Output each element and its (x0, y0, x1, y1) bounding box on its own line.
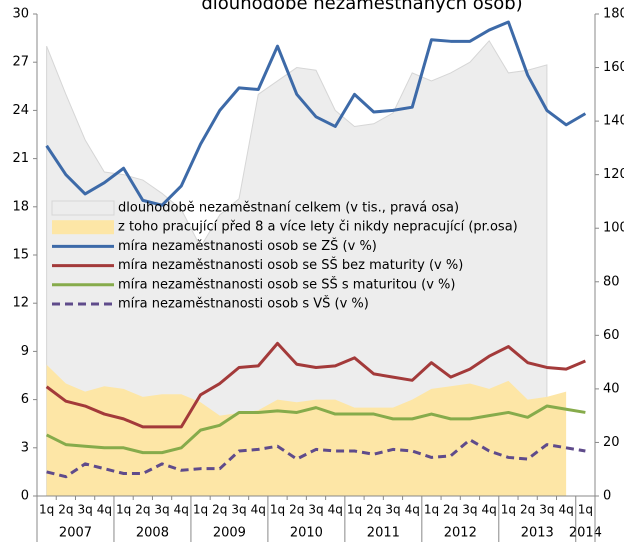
area (46, 39, 548, 497)
x-tick-label: 1q (270, 503, 285, 517)
y-tick-label: 12 (12, 296, 29, 311)
y-tick-label: 6 (21, 392, 29, 407)
x-tick-label: 4q (97, 503, 112, 517)
legend-label: dlouhodobě nezaměstnaní celkem (v tis., … (118, 201, 459, 216)
legend-label: míra nezaměstnanosti osob se SŠ s maturi… (118, 276, 455, 292)
year-label: 2013 (521, 526, 554, 541)
y2-tick-label: 20 (603, 435, 620, 450)
x-tick-label: 4q (251, 503, 266, 517)
x-tick-label: 1q (39, 503, 54, 517)
x-tick-label: 4q (559, 503, 574, 517)
y-tick-label: 21 (12, 151, 29, 166)
y2-tick-label: 160 (603, 60, 624, 75)
year-label: 2009 (213, 526, 246, 541)
x-tick-label: 4q (405, 503, 420, 517)
y-tick-label: 3 (21, 440, 29, 455)
x-tick-label: 2q (366, 503, 381, 517)
y2-tick-label: 60 (603, 328, 620, 343)
x-tick-label: 2q (443, 503, 458, 517)
x-tick-label: 3q (308, 503, 323, 517)
y-tick-label: 9 (21, 344, 29, 359)
x-tick-label: 1q (501, 503, 516, 517)
x-tick-label: 3q (154, 503, 169, 517)
x-tick-label: 2q (289, 503, 304, 517)
year-label: 2011 (367, 526, 400, 541)
y2-tick-label: 40 (603, 381, 620, 396)
x-tick-label: 4q (174, 503, 189, 517)
year-label: 2008 (136, 526, 169, 541)
legend-label: z toho pracující před 8 a více lety či n… (118, 220, 518, 235)
legend-label: míra nezaměstnanosti osob se SŠ bez matu… (118, 257, 463, 273)
y-tick-label: 30 (12, 7, 29, 22)
line (46, 438, 586, 479)
year-label: 2007 (59, 526, 92, 541)
y2-tick-label: 140 (603, 114, 624, 129)
legend-label: míra nezaměstnanosti osob se ZŠ (v %) (118, 238, 377, 254)
legend-swatch (51, 200, 115, 216)
legend-label: míra nezaměstnanosti osob s VŠ (v %) (118, 296, 369, 312)
chart-title: dlouhodobě nezaměstnaných osob) (201, 0, 522, 14)
line (45, 20, 587, 207)
x-tick-label: 3q (385, 503, 400, 517)
x-tick-label: 3q (77, 503, 92, 517)
x-tick-label: 4q (482, 503, 497, 517)
y2-tick-label: 120 (603, 167, 624, 182)
year-label: 2012 (444, 526, 477, 541)
y2-tick-label: 80 (603, 274, 620, 289)
x-tick-label: 4q (328, 503, 343, 517)
x-tick-label: 1q (193, 503, 208, 517)
y2-tick-label: 0 (603, 489, 611, 504)
x-tick-label: 2q (58, 503, 73, 517)
legend-swatch (52, 220, 114, 235)
x-tick-label: 1q (347, 503, 362, 517)
y2-tick-label: 100 (603, 221, 624, 236)
y-tick-label: 0 (21, 489, 29, 504)
x-tick-label: 3q (462, 503, 477, 517)
y2-tick-label: 180 (603, 7, 624, 22)
line (45, 404, 586, 455)
x-tick-label: 3q (231, 503, 246, 517)
year-label: 2014 (569, 526, 602, 541)
y-tick-label: 27 (12, 55, 29, 70)
y-tick-label: 18 (12, 199, 29, 214)
x-tick-label: 3q (539, 503, 554, 517)
line (45, 341, 586, 429)
y-tick-label: 24 (12, 103, 29, 118)
x-tick-label: 2q (520, 503, 535, 517)
x-tick-label: 1q (116, 503, 131, 517)
x-tick-label: 1q (578, 503, 593, 517)
year-label: 2010 (290, 526, 323, 541)
x-tick-label: 2q (135, 503, 150, 517)
area (46, 364, 567, 496)
x-tick-label: 1q (424, 503, 439, 517)
x-tick-label: 2q (212, 503, 227, 517)
y-tick-label: 15 (12, 248, 29, 263)
